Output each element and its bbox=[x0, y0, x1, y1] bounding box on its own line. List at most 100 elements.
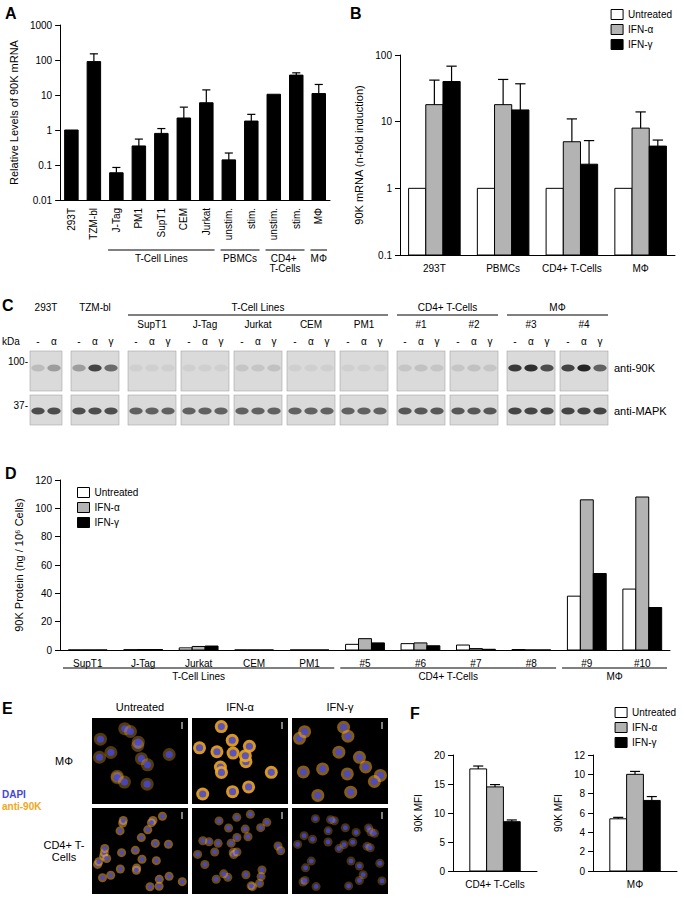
svg-text:#1: #1 bbox=[415, 319, 427, 330]
svg-text:Jurkat: Jurkat bbox=[185, 658, 212, 669]
svg-text:-: - bbox=[134, 336, 137, 347]
svg-text:293T: 293T bbox=[423, 263, 446, 274]
svg-text:#4: #4 bbox=[578, 319, 590, 330]
svg-text:60: 60 bbox=[41, 560, 53, 571]
svg-text:90K MFI: 90K MFI bbox=[553, 794, 564, 832]
svg-text:TZM-bl: TZM-bl bbox=[79, 302, 111, 313]
svg-text:1: 1 bbox=[386, 183, 392, 194]
svg-text:37-: 37- bbox=[14, 400, 28, 411]
svg-text:MΦ: MΦ bbox=[311, 253, 327, 264]
svg-text:1: 1 bbox=[47, 125, 53, 136]
svg-text:293T: 293T bbox=[66, 208, 77, 231]
svg-text:α: α bbox=[581, 336, 587, 347]
svg-text:Untreated: Untreated bbox=[628, 9, 672, 20]
svg-text:10: 10 bbox=[381, 116, 393, 127]
svg-text:stim.: stim. bbox=[246, 208, 257, 229]
svg-text:MΦ: MΦ bbox=[606, 671, 622, 682]
svg-text:-: - bbox=[346, 336, 349, 347]
svg-text:α: α bbox=[418, 336, 424, 347]
svg-text:#6: #6 bbox=[415, 658, 427, 669]
svg-text:TZM-bl: TZM-bl bbox=[88, 208, 99, 240]
svg-text:-: - bbox=[566, 336, 569, 347]
svg-text:α: α bbox=[361, 336, 367, 347]
svg-text:6: 6 bbox=[579, 808, 585, 819]
svg-text:stim.: stim. bbox=[291, 208, 302, 229]
svg-text:IFN-γ: IFN-γ bbox=[628, 39, 652, 50]
svg-text:2: 2 bbox=[579, 846, 585, 857]
svg-text:CD4+ T-Cells: CD4+ T-Cells bbox=[465, 879, 525, 890]
svg-text:γ: γ bbox=[219, 336, 224, 347]
svg-text:20: 20 bbox=[434, 750, 446, 761]
svg-text:SupT1: SupT1 bbox=[137, 319, 167, 330]
svg-text:80: 80 bbox=[41, 531, 53, 542]
svg-text:Relative Levels of 90K mRNA: Relative Levels of 90K mRNA bbox=[8, 39, 20, 185]
svg-text:0.01: 0.01 bbox=[33, 195, 53, 206]
svg-text:10: 10 bbox=[434, 808, 446, 819]
svg-text:J-Tag: J-Tag bbox=[111, 208, 122, 232]
svg-text:α: α bbox=[308, 336, 314, 347]
svg-text:0: 0 bbox=[46, 645, 52, 656]
svg-text:B: B bbox=[350, 5, 362, 22]
svg-text:γ: γ bbox=[435, 336, 440, 347]
svg-text:A: A bbox=[5, 5, 17, 22]
svg-text:PBMCs: PBMCs bbox=[223, 253, 257, 264]
svg-text:anti-MAPK: anti-MAPK bbox=[614, 405, 667, 417]
svg-text:J-Tag: J-Tag bbox=[131, 658, 155, 669]
svg-text:IFN-α: IFN-α bbox=[632, 722, 657, 733]
svg-text:E: E bbox=[2, 700, 13, 717]
svg-text:J-Tag: J-Tag bbox=[193, 319, 217, 330]
svg-text:#5: #5 bbox=[359, 658, 371, 669]
svg-text:γ: γ bbox=[488, 336, 493, 347]
svg-text:90K mRNA (n-fold induction): 90K mRNA (n-fold induction) bbox=[353, 85, 365, 224]
svg-text:40: 40 bbox=[41, 588, 53, 599]
svg-text:#2: #2 bbox=[468, 319, 480, 330]
svg-text:100: 100 bbox=[375, 50, 392, 61]
svg-text:#9: #9 bbox=[581, 658, 593, 669]
svg-text:anti-90K: anti-90K bbox=[614, 362, 656, 374]
svg-text:γ: γ bbox=[166, 336, 171, 347]
svg-text:MΦ: MΦ bbox=[549, 302, 565, 313]
svg-text:CEM: CEM bbox=[243, 658, 265, 669]
svg-text:DAPI: DAPI bbox=[2, 789, 26, 800]
svg-text:γ: γ bbox=[545, 336, 550, 347]
svg-text:MΦ: MΦ bbox=[627, 879, 643, 890]
svg-text:SupT1: SupT1 bbox=[156, 208, 167, 238]
svg-text:15: 15 bbox=[434, 779, 446, 790]
svg-text:90K MFI: 90K MFI bbox=[413, 794, 424, 832]
svg-text:0: 0 bbox=[579, 866, 585, 877]
svg-text:#8: #8 bbox=[526, 658, 538, 669]
svg-text:unstim.: unstim. bbox=[223, 208, 234, 240]
svg-text:MΦ: MΦ bbox=[313, 208, 324, 224]
svg-text:α: α bbox=[202, 336, 208, 347]
svg-text:-: - bbox=[403, 336, 406, 347]
svg-text:T-Cell Lines: T-Cell Lines bbox=[232, 302, 285, 313]
svg-text:D: D bbox=[5, 465, 17, 482]
svg-text:anti-90K: anti-90K bbox=[2, 801, 42, 812]
svg-text:IFN-γ: IFN-γ bbox=[632, 737, 656, 748]
svg-text:α: α bbox=[92, 336, 98, 347]
svg-text:-: - bbox=[187, 336, 190, 347]
svg-text:#3: #3 bbox=[525, 319, 537, 330]
svg-text:4: 4 bbox=[579, 827, 585, 838]
svg-text:0.1: 0.1 bbox=[38, 160, 52, 171]
svg-text:#7: #7 bbox=[470, 658, 482, 669]
svg-text:293T: 293T bbox=[35, 302, 58, 313]
svg-text:0.1: 0.1 bbox=[378, 250, 392, 261]
svg-text:Untreated: Untreated bbox=[95, 487, 139, 498]
svg-text:90K Protein (ng / 10⁶ Cells): 90K Protein (ng / 10⁶ Cells) bbox=[13, 498, 25, 632]
svg-text:IFN-α: IFN-α bbox=[628, 24, 653, 35]
svg-text:F: F bbox=[410, 705, 420, 722]
svg-text:IFN-α: IFN-α bbox=[95, 502, 120, 513]
svg-text:CD4+ T-Cells: CD4+ T-Cells bbox=[418, 671, 478, 682]
svg-text:-: - bbox=[240, 336, 243, 347]
svg-text:-: - bbox=[293, 336, 296, 347]
svg-text:T-Cell Lines: T-Cell Lines bbox=[172, 671, 225, 682]
svg-text:PM1: PM1 bbox=[299, 658, 320, 669]
svg-text:12: 12 bbox=[574, 750, 586, 761]
svg-text:120: 120 bbox=[35, 475, 52, 486]
svg-text:Untreated: Untreated bbox=[632, 707, 676, 718]
svg-text:γ: γ bbox=[598, 336, 603, 347]
svg-text:8: 8 bbox=[579, 788, 585, 799]
svg-text:CEM: CEM bbox=[178, 208, 189, 230]
svg-text:kDa: kDa bbox=[2, 336, 20, 347]
